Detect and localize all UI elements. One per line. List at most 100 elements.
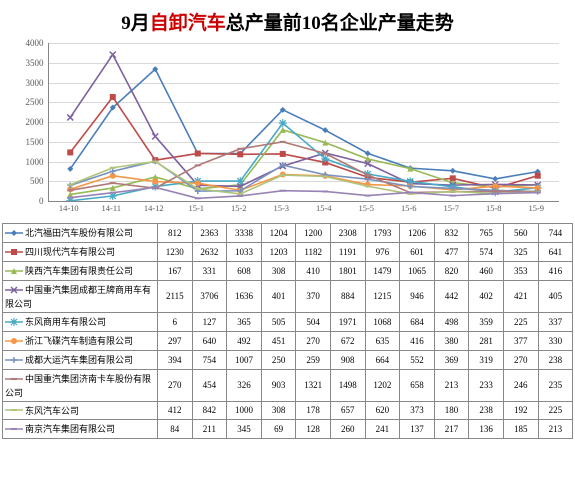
value-cell: 380 [434,331,469,350]
x-tick: 15-9 [528,203,544,213]
value-cell: 1202 [365,369,400,401]
x-tick: 15-1 [188,203,204,213]
value-cell: 225 [503,312,538,331]
value-cell: 442 [434,280,469,312]
series-marker [322,176,328,178]
value-cell: 1204 [261,224,296,243]
legend-marker [5,247,23,259]
table-row: 南京汽车集团有限公司842113456912826024113721713618… [3,420,573,439]
series-marker [364,185,370,187]
value-cell: 908 [330,350,365,369]
value-cell: 2632 [192,242,227,261]
series-name: 东风汽车公司 [25,406,79,416]
data-table: 北汽福田汽车股份有限公司8122363333812041200230817931… [2,223,573,439]
series-marker [364,195,370,197]
series-name-cell: 东风商用车有限公司 [3,312,158,331]
series-marker [194,164,200,166]
series-marker [279,141,285,143]
series-marker [152,179,158,185]
value-cell: 410 [296,261,331,280]
value-cell: 345 [227,420,262,439]
series-marker [67,114,73,120]
y-tick: 1000 [26,157,44,167]
series-marker [279,151,285,157]
series-marker [236,177,244,185]
value-cell: 401 [261,280,296,312]
value-cell: 421 [503,280,538,312]
series-marker [109,167,115,169]
value-cell: 620 [365,401,400,420]
value-cell: 560 [503,224,538,243]
legend-marker [5,266,23,278]
value-cell: 213 [538,420,573,439]
series-marker [492,190,498,192]
value-cell: 192 [503,401,538,420]
y-tick: 500 [30,176,44,186]
series-name: 陕西汽车集团有限责任公司 [25,266,133,276]
series-name-cell: 中国重汽集团济南卡车股份有限公司 [3,369,158,401]
value-cell: 832 [434,224,469,243]
value-cell: 416 [538,261,573,280]
x-axis: 14-1014-1114-1215-115-215-315-415-515-61… [48,203,558,217]
series-marker [534,192,540,194]
legend-marker [5,405,23,417]
legend-marker [5,317,23,329]
series-marker [237,151,243,157]
value-cell: 217 [434,420,469,439]
legend-marker [5,424,23,436]
series-name-cell: 陕西汽车集团有限责任公司 [3,261,158,280]
series-name-cell: 北汽福田汽车股份有限公司 [3,224,158,243]
value-cell: 2115 [158,280,193,312]
series-name: 中国重汽集团济南卡车股份有限公司 [5,374,151,398]
value-cell: 270 [296,331,331,350]
series-marker [109,182,115,184]
value-cell: 185 [503,420,538,439]
value-cell: 241 [365,420,400,439]
title-prefix: 9月 [121,13,150,34]
value-cell: 574 [469,242,504,261]
series-name: 四川现代汽车有限公司 [25,247,115,257]
x-tick: 15-6 [401,203,417,213]
value-cell: 1636 [227,280,262,312]
series-name-cell: 南京汽车集团有限公司 [3,420,158,439]
value-cell: 976 [365,242,400,261]
value-cell: 167 [158,261,193,280]
y-tick: 2000 [26,117,44,127]
y-tick: 2500 [26,97,44,107]
x-tick: 14-10 [59,203,79,213]
value-cell: 1203 [261,242,296,261]
value-cell: 136 [469,420,504,439]
value-cell: 69 [261,420,296,439]
value-cell: 260 [330,420,365,439]
value-cell: 281 [469,331,504,350]
series-marker [449,168,455,174]
series-name: 浙江飞碟汽车制造有限公司 [25,336,133,346]
value-cell: 3338 [227,224,262,243]
value-cell: 842 [192,401,227,420]
value-cell: 812 [158,224,193,243]
value-cell: 477 [434,242,469,261]
series-name: 成都大运汽车集团有限公司 [25,355,133,365]
series-marker [322,153,328,155]
series-marker [152,186,158,188]
series-name-cell: 中国重汽集团成都王牌商用车有限公司 [3,280,158,312]
value-cell: 1321 [296,369,331,401]
value-cell: 658 [400,369,435,401]
value-cell: 325 [503,242,538,261]
y-tick: 3000 [26,78,44,88]
series-marker [194,180,200,186]
value-cell: 635 [365,331,400,350]
x-tick: 15-3 [273,203,289,213]
series-marker [321,155,329,163]
x-tick: 15-5 [358,203,374,213]
table-row: 东风汽车公司4128421000308178657620373180238192… [3,401,573,420]
value-cell: 1065 [400,261,435,280]
value-cell: 601 [400,242,435,261]
x-tick: 15-8 [486,203,502,213]
value-cell: 1479 [365,261,400,280]
table-row: 中国重汽集团济南卡车股份有限公司270454326903132114981202… [3,369,573,401]
chart-area: 05001000150020002500300035004000 14-1014… [8,41,568,221]
table-row: 成都大运汽车集团有限公司3947541007250259908664552369… [3,350,573,369]
value-cell: 505 [261,312,296,331]
series-marker [322,190,328,192]
